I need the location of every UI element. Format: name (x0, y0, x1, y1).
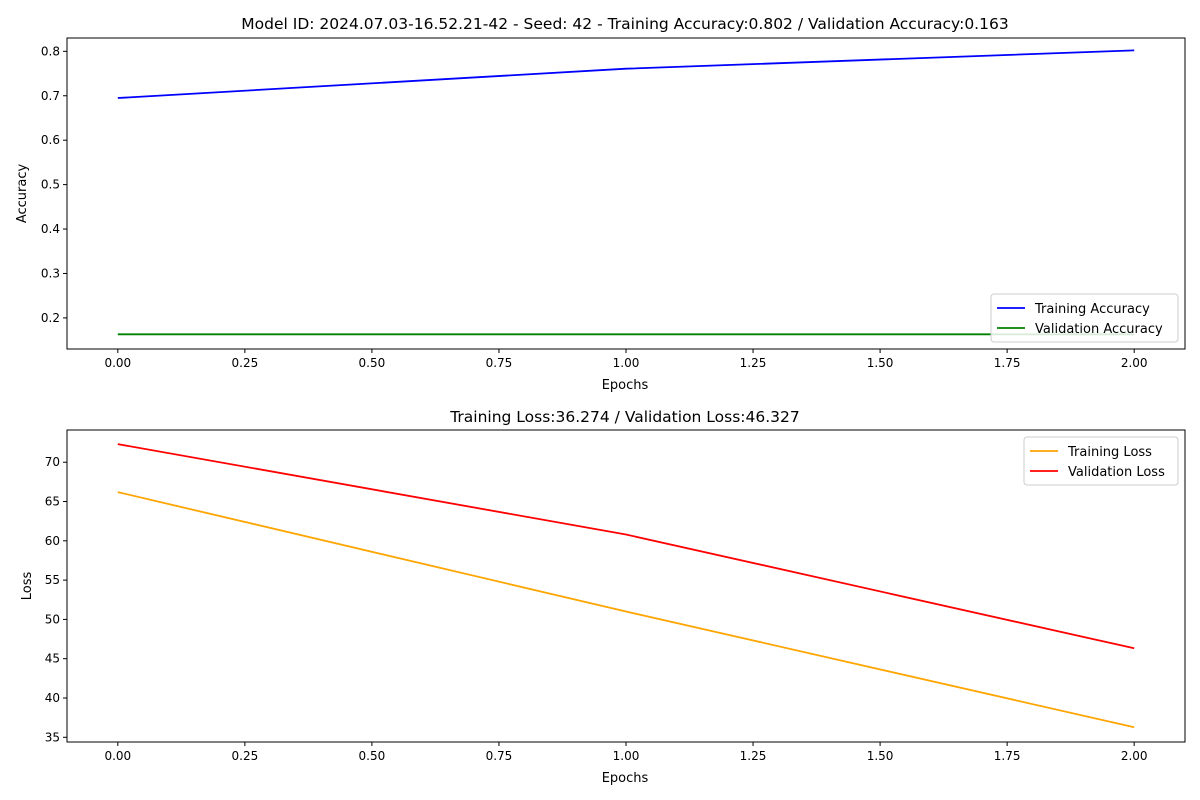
accuracy-y-tick-label: 0.4 (41, 222, 60, 236)
loss-y-tick-label: 40 (45, 691, 60, 705)
training-accuracy-line (117, 49, 1135, 99)
accuracy-y-ticks: 0.2 0.3 0.4 0.5 0.6 0.7 0.8 (41, 44, 67, 325)
loss-x-tick-label: 1.25 (740, 749, 767, 763)
loss-y-axis-label: Loss (20, 572, 35, 601)
accuracy-x-tick-label: 0.25 (232, 356, 259, 370)
loss-x-tick-label: 1.50 (867, 749, 894, 763)
accuracy-legend-box (990, 293, 1179, 343)
loss-y-tick-label: 55 (45, 573, 60, 587)
loss-y-tick-label: 70 (45, 455, 60, 469)
loss-x-tick-label: 2.00 (1121, 749, 1148, 763)
accuracy-y-axis-label: Accuracy (15, 164, 30, 224)
loss-y-ticks: 35 40 45 50 55 60 65 70 (45, 455, 67, 744)
loss-x-axis-label: Epochs (602, 771, 649, 786)
loss-chart-title: Training Loss:36.274 / Validation Loss:4… (449, 408, 800, 426)
accuracy-y-tick-label: 0.5 (41, 178, 60, 192)
training-loss-legend-label: Training Loss (1067, 445, 1152, 460)
accuracy-y-tick-label: 0.7 (41, 89, 60, 103)
loss-legend-box (1023, 436, 1179, 486)
validation-loss-legend-label: Validation Loss (1068, 465, 1165, 480)
validation-accuracy-legend-label: Validation Accuracy (1035, 322, 1163, 337)
accuracy-y-tick-label: 0.3 (41, 266, 60, 280)
loss-x-tick-label: 1.75 (994, 749, 1021, 763)
accuracy-y-tick-label: 0.2 (41, 311, 60, 325)
accuracy-series-lines (117, 49, 1135, 336)
validation-loss-line (117, 443, 1135, 650)
accuracy-panel: Model ID: 2024.07.03-16.52.21-42 - Seed:… (15, 15, 1186, 393)
accuracy-x-tick-label: 0.75 (486, 356, 513, 370)
loss-x-tick-label: 0.25 (232, 749, 259, 763)
accuracy-chart-title: Model ID: 2024.07.03-16.52.21-42 - Seed:… (241, 15, 1008, 33)
accuracy-y-tick-label: 0.8 (41, 44, 60, 58)
loss-y-tick-label: 60 (45, 534, 60, 548)
accuracy-x-tick-label: 1.50 (867, 356, 894, 370)
loss-x-ticks: 0.00 0.25 0.50 0.75 1.00 1.25 1.50 1.75 2.00 (104, 742, 1148, 763)
accuracy-x-tick-label: 1.75 (994, 356, 1021, 370)
accuracy-x-axis-label: Epochs (602, 378, 649, 393)
training-loss-line (117, 491, 1135, 729)
accuracy-x-tick-label: 1.25 (740, 356, 767, 370)
accuracy-legend: Training Accuracy Validation Accuracy (990, 293, 1179, 343)
loss-x-tick-label: 1.00 (613, 749, 640, 763)
training-accuracy-legend-label: Training Accuracy (1034, 302, 1150, 317)
accuracy-x-ticks: 0.00 0.25 0.50 0.75 1.00 1.25 1.50 1.75 2.00 (104, 349, 1148, 370)
loss-x-tick-label: 0.50 (359, 749, 386, 763)
loss-legend: Training Loss Validation Loss (1023, 436, 1179, 486)
loss-y-tick-label: 65 (45, 495, 60, 509)
accuracy-x-tick-label: 0.00 (104, 356, 131, 370)
loss-x-tick-label: 0.00 (104, 749, 131, 763)
loss-y-tick-label: 45 (45, 652, 60, 666)
accuracy-x-tick-label: 2.00 (1121, 356, 1148, 370)
accuracy-x-tick-label: 1.00 (613, 356, 640, 370)
loss-series-lines (117, 443, 1135, 729)
loss-y-tick-label: 50 (45, 612, 60, 626)
accuracy-y-tick-label: 0.6 (41, 133, 60, 147)
loss-x-tick-label: 0.75 (486, 749, 513, 763)
accuracy-x-tick-label: 0.50 (359, 356, 386, 370)
loss-y-tick-label: 35 (45, 730, 60, 744)
loss-panel: Training Loss:36.274 / Validation Loss:4… (20, 408, 1186, 786)
